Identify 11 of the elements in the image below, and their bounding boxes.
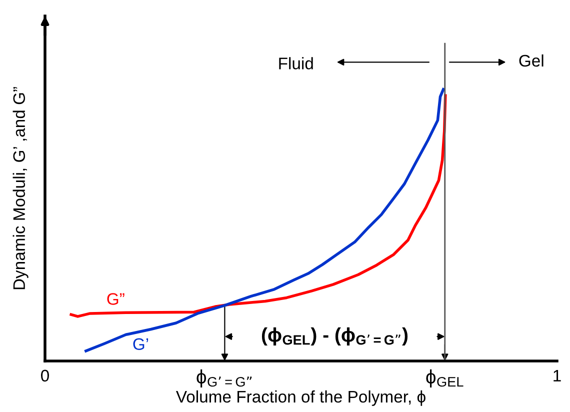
series-label: G’ bbox=[133, 338, 148, 350]
series-label: G” bbox=[107, 293, 124, 305]
text: Gel bbox=[519, 54, 544, 67]
x-tick-label: 0 bbox=[41, 370, 49, 382]
x-tick-label: ϕ$_{G’=G”}$ bbox=[196, 369, 252, 388]
text: Fluid bbox=[279, 57, 313, 70]
annotation: (ϕ$_{GEL}$) - (ϕ$_{G’=G”}$) bbox=[262, 327, 408, 346]
y-axis-title: Dynamic Moduli, G’ ,and G” bbox=[12, 87, 28, 290]
x-tick-label: 1 bbox=[554, 370, 561, 382]
x-tick-label: ϕ$_{GEL}$ bbox=[426, 369, 464, 388]
x-axis-title: Volume Fraction of the Polymer, ϕ bbox=[176, 390, 426, 406]
